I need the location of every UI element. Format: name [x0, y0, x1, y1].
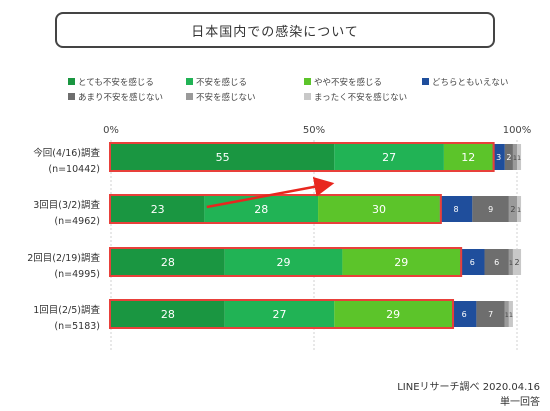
data-label: 1 [509, 259, 513, 267]
bar-segment [508, 249, 513, 275]
legend-row-1: とても不安を感じる 不安を感じる やや不安を感じる どちらともいえない [68, 74, 538, 89]
data-label: 3 [496, 153, 501, 162]
highlight-box [109, 142, 495, 172]
data-label: 12 [461, 151, 475, 164]
data-label: 1 [517, 154, 521, 162]
legend-label: どちらともいえない [432, 77, 509, 88]
bar-segment [452, 301, 477, 327]
data-label: 1 [505, 311, 509, 319]
legend-label: 不安を感じる [196, 77, 248, 88]
bar-segment [342, 249, 461, 275]
legend-swatch [422, 78, 429, 85]
category-n-label: (n=5183) [54, 321, 100, 332]
data-label: 1 [513, 154, 517, 162]
legend-label: 不安を感じない [196, 92, 256, 103]
legend-label: まったく不安を感じない [314, 92, 408, 103]
x-tick-label: 50% [303, 125, 325, 136]
bar-segment [204, 196, 319, 222]
bar-segment [517, 196, 522, 222]
category-n-label: (n=4995) [54, 269, 100, 280]
legend-swatch [68, 93, 75, 100]
legend-swatch [68, 78, 75, 85]
category-n-label: (n=4962) [54, 216, 100, 227]
category-label: 3回目(3/2)調査 [33, 199, 100, 211]
legend-swatch [304, 93, 311, 100]
bar-segment [484, 249, 509, 275]
highlight-box [109, 299, 455, 329]
data-label: 29 [394, 256, 408, 269]
bar-segment [460, 249, 485, 275]
data-label: 29 [277, 256, 291, 269]
legend-item: とても不安を感じる [68, 76, 186, 88]
bar-segment [476, 301, 505, 327]
data-label: 28 [161, 256, 175, 269]
bar-segment [224, 249, 343, 275]
data-label: 6 [494, 258, 499, 267]
legend-swatch [304, 78, 311, 85]
bar-segment [508, 301, 513, 327]
data-label: 6 [462, 310, 467, 319]
data-label: 29 [386, 308, 400, 321]
bar-segment [512, 144, 517, 170]
bar-segment [508, 196, 517, 222]
source-note: LINEリサーチ調べ 2020.04.16 [397, 382, 540, 393]
bar-segment [492, 144, 505, 170]
bar-segment [504, 144, 513, 170]
data-label: 23 [151, 203, 165, 216]
data-label: 2 [514, 258, 519, 267]
legend-label: やや不安を感じる [314, 77, 383, 88]
bar-segment [224, 301, 335, 327]
x-tick-label: 100% [503, 125, 532, 136]
bar-segment [111, 249, 225, 275]
data-label: 1 [517, 206, 521, 214]
legend-label: とても不安を感じる [78, 77, 154, 88]
data-label: 55 [216, 151, 230, 164]
x-tick-label: 0% [103, 125, 119, 136]
data-label: 9 [488, 205, 493, 214]
legend-row-2: あまり不安を感じない 不安を感じない まったく不安を感じない [68, 89, 538, 104]
legend-item: まったく不安を感じない [304, 91, 444, 103]
highlight-box [109, 247, 463, 277]
legend-label: あまり不安を感じない [78, 92, 164, 103]
data-label: 1 [509, 311, 513, 319]
data-label: 28 [161, 308, 175, 321]
category-label: 2回目(2/19)調査 [27, 252, 100, 264]
bar-segment [504, 301, 509, 327]
legend-item: 不安を感じない [186, 91, 304, 103]
data-label: 30 [372, 203, 386, 216]
data-label: 27 [272, 308, 286, 321]
annotation-arrow [206, 176, 335, 209]
legend-item: あまり不安を感じない [68, 91, 186, 103]
legend-item: 不安を感じる [186, 76, 304, 88]
data-label: 2 [506, 153, 511, 162]
data-label: 2 [510, 205, 515, 214]
data-label: 6 [470, 258, 475, 267]
answer-type-note: 単一回答 [500, 397, 540, 408]
legend: とても不安を感じる 不安を感じる やや不安を感じる どちらともいえない あまり不… [68, 74, 538, 104]
bar-segment [111, 301, 225, 327]
bar-segment [443, 144, 493, 170]
legend-item: どちらともいえない [422, 76, 538, 88]
bar-segment [318, 196, 440, 222]
data-label: 7 [488, 310, 493, 319]
legend-item: やや不安を感じる [304, 76, 422, 88]
legend-swatch [186, 93, 193, 100]
category-label: 1回目(2/5)調査 [33, 304, 100, 316]
bar-segment [472, 196, 509, 222]
legend-swatch [186, 78, 193, 85]
data-label: 28 [254, 203, 268, 216]
bar-segment [439, 196, 473, 222]
bar-segment [334, 301, 453, 327]
category-label: 今回(4/16)調査 [33, 147, 100, 159]
bar-segment [512, 249, 522, 275]
data-label: 27 [382, 151, 396, 164]
bar-segment [517, 144, 522, 170]
bar-segment [334, 144, 444, 170]
chart-title: 日本国内での感染について [55, 12, 495, 48]
category-n-label: (n=10442) [48, 164, 100, 175]
bar-segment [111, 144, 335, 170]
data-label: 8 [454, 205, 459, 214]
bar-segment [111, 196, 205, 222]
